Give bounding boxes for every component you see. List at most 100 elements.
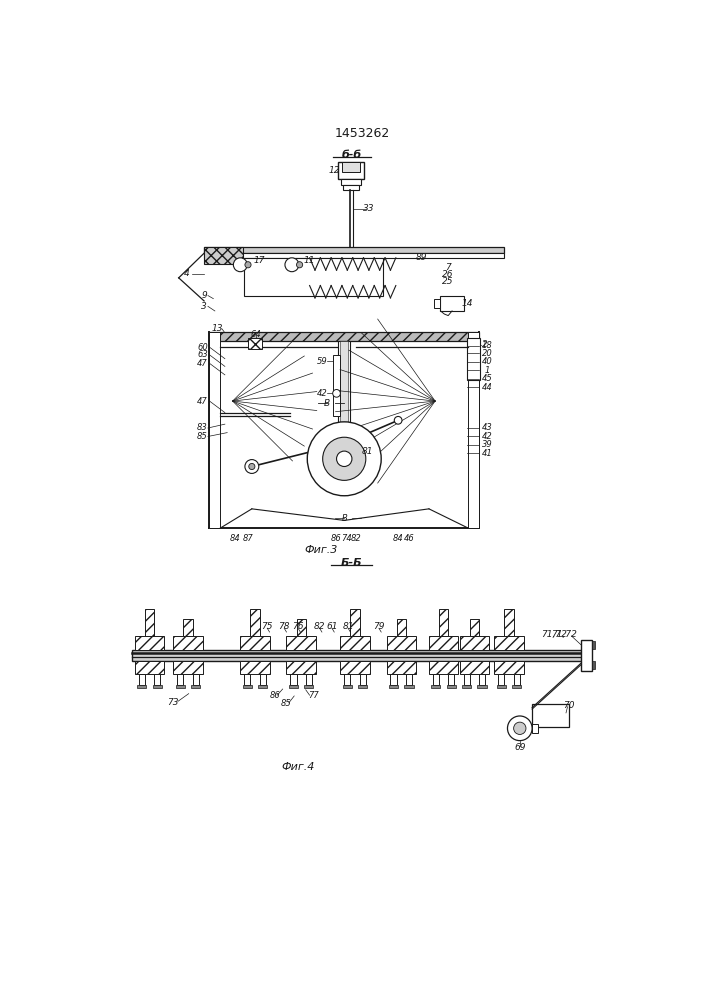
- Text: Б-Б: Б-Б: [341, 558, 363, 568]
- Bar: [433, 674, 439, 685]
- Bar: [462, 685, 472, 688]
- Text: б-б: б-б: [342, 150, 362, 160]
- Bar: [135, 661, 164, 674]
- Bar: [175, 685, 185, 688]
- Text: 9: 9: [201, 291, 207, 300]
- Bar: [209, 332, 479, 341]
- Text: 83: 83: [197, 424, 208, 432]
- Text: 45: 45: [482, 374, 493, 383]
- Bar: [204, 253, 504, 258]
- Bar: [498, 674, 504, 685]
- Text: 46: 46: [404, 534, 414, 543]
- Text: 81: 81: [361, 447, 373, 456]
- Text: 78: 78: [279, 622, 290, 631]
- Bar: [191, 685, 200, 688]
- Bar: [460, 661, 489, 674]
- Text: 43: 43: [482, 424, 493, 432]
- Text: 71,72: 71,72: [541, 630, 566, 639]
- Bar: [469, 619, 479, 636]
- Text: 1: 1: [485, 366, 490, 375]
- Bar: [504, 609, 514, 636]
- Text: 18: 18: [482, 341, 493, 350]
- Bar: [581, 640, 592, 671]
- Text: 59: 59: [317, 357, 328, 366]
- Text: 7: 7: [445, 263, 451, 272]
- Circle shape: [333, 389, 340, 397]
- Text: 73: 73: [168, 698, 179, 707]
- Text: 74: 74: [341, 534, 352, 543]
- Bar: [173, 661, 203, 674]
- Text: 3: 3: [201, 302, 207, 311]
- Bar: [532, 704, 569, 727]
- Bar: [512, 685, 521, 688]
- Bar: [244, 674, 250, 685]
- Bar: [360, 674, 366, 685]
- Text: 76: 76: [292, 622, 304, 631]
- Text: 26: 26: [443, 270, 454, 279]
- Circle shape: [308, 422, 381, 496]
- Text: 20: 20: [482, 349, 493, 358]
- Text: Фиг.3: Фиг.3: [305, 545, 338, 555]
- Text: 14: 14: [462, 299, 473, 308]
- Bar: [135, 636, 164, 650]
- Bar: [464, 674, 469, 685]
- Bar: [592, 641, 595, 649]
- Bar: [468, 332, 479, 528]
- Bar: [467, 338, 480, 380]
- Text: 40: 40: [482, 357, 493, 366]
- Text: 61: 61: [326, 622, 338, 631]
- Bar: [338, 341, 351, 464]
- Bar: [340, 661, 370, 674]
- Text: 42: 42: [317, 389, 328, 398]
- Bar: [340, 636, 370, 650]
- Text: 81: 81: [342, 622, 354, 631]
- Bar: [177, 674, 183, 685]
- Bar: [209, 332, 221, 528]
- Bar: [477, 685, 486, 688]
- Circle shape: [249, 463, 255, 470]
- Text: 84: 84: [230, 534, 240, 543]
- Bar: [240, 636, 269, 650]
- Bar: [434, 299, 440, 308]
- Bar: [429, 636, 458, 650]
- Bar: [494, 661, 524, 674]
- Text: B: B: [341, 514, 347, 523]
- Text: 1453262: 1453262: [334, 127, 390, 140]
- Text: 12: 12: [329, 166, 340, 175]
- Bar: [286, 661, 316, 674]
- Bar: [154, 674, 160, 685]
- Bar: [439, 609, 448, 636]
- Text: 17: 17: [254, 256, 265, 265]
- Bar: [406, 674, 412, 685]
- Text: 84: 84: [393, 534, 404, 543]
- Bar: [296, 619, 305, 636]
- Bar: [153, 685, 162, 688]
- Text: 69: 69: [514, 743, 525, 752]
- Text: 71,72: 71,72: [551, 630, 577, 639]
- Text: 39: 39: [482, 440, 493, 449]
- Text: 75: 75: [262, 622, 273, 631]
- Bar: [250, 609, 259, 636]
- Bar: [145, 609, 154, 636]
- Text: 64: 64: [250, 330, 261, 339]
- Bar: [340, 341, 348, 464]
- Bar: [497, 685, 506, 688]
- Bar: [139, 674, 145, 685]
- Text: 79: 79: [373, 622, 385, 631]
- Bar: [183, 619, 192, 636]
- Bar: [431, 685, 440, 688]
- Bar: [244, 258, 382, 296]
- Bar: [286, 636, 316, 650]
- Bar: [291, 674, 296, 685]
- Text: 82: 82: [351, 534, 362, 543]
- Text: 89: 89: [416, 253, 427, 262]
- Text: 86: 86: [269, 691, 280, 700]
- Bar: [248, 338, 262, 349]
- Bar: [387, 661, 416, 674]
- Bar: [343, 685, 352, 688]
- Bar: [259, 674, 266, 685]
- Circle shape: [296, 262, 303, 268]
- Text: 33: 33: [363, 204, 375, 213]
- Bar: [448, 674, 455, 685]
- Circle shape: [245, 460, 259, 473]
